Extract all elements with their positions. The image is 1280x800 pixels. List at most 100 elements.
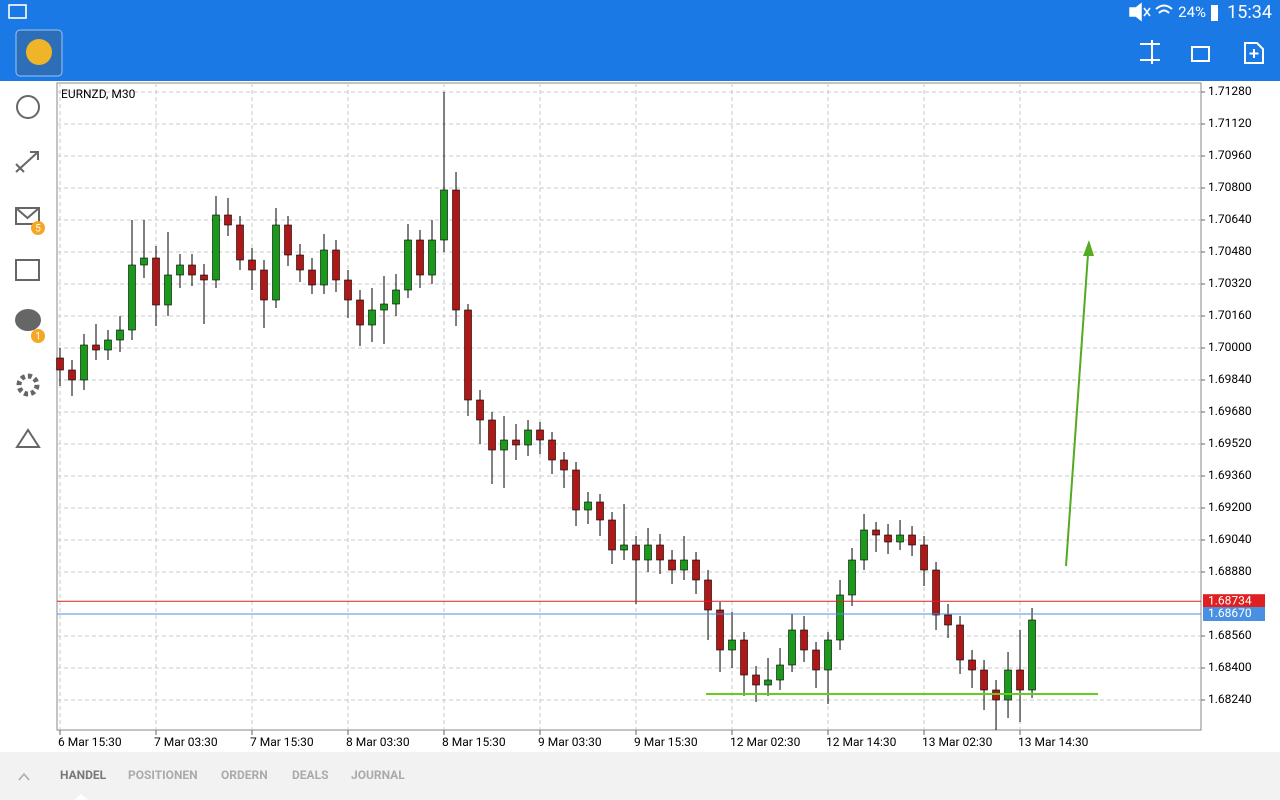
- tab[interactable]: ORDERN: [221, 768, 268, 782]
- expand-icon[interactable]: [18, 772, 30, 781]
- candle-body: [860, 529, 868, 561]
- candle-body: [224, 214, 232, 226]
- y-tick-label: 1.68880: [1208, 564, 1252, 578]
- price-tag-label: 1.68734: [1208, 593, 1252, 607]
- candle-body: [1004, 669, 1012, 701]
- candle-body: [836, 594, 844, 641]
- tab[interactable]: HANDEL: [60, 768, 107, 782]
- candle-body: [716, 609, 724, 651]
- candle-body: [380, 303, 388, 311]
- candle-body: [932, 569, 940, 616]
- mail-badge: [31, 221, 45, 235]
- x-tick-label: 9 Mar 03:30: [538, 735, 602, 749]
- x-tick-label: 9 Mar 15:30: [634, 735, 698, 749]
- candle-body: [1016, 669, 1024, 691]
- candle-body: [548, 439, 556, 461]
- battery-text: 24%: [1178, 3, 1206, 21]
- candle-body: [56, 357, 64, 371]
- candle-body: [176, 264, 184, 276]
- tab[interactable]: DEALS: [292, 768, 329, 782]
- gallery-icon: [8, 4, 27, 19]
- candle-body: [968, 659, 976, 671]
- tab-bar: [0, 752, 1280, 800]
- chat-badge: [31, 329, 45, 343]
- candle-body: [392, 289, 400, 305]
- candle-body: [752, 674, 760, 686]
- candle-body: [116, 329, 124, 341]
- candle-body: [368, 309, 376, 326]
- y-tick-label: 1.68560: [1208, 628, 1252, 642]
- candle-body: [740, 639, 748, 676]
- community-icon[interactable]: [15, 428, 41, 448]
- candle-body: [188, 264, 196, 276]
- mail-icon[interactable]: [15, 207, 40, 225]
- candle-body: [872, 529, 880, 536]
- arrow-shaft: [1065, 253, 1089, 567]
- candle-body: [476, 399, 484, 421]
- y-tick-label: 1.70000: [1208, 340, 1252, 354]
- y-tick-label: 1.70960: [1208, 148, 1252, 162]
- candle-body: [800, 629, 808, 651]
- x-tick-label: 6 Mar 15:30: [58, 735, 122, 749]
- candle-body: [956, 624, 964, 661]
- candle-body: [896, 534, 904, 543]
- settings-icon[interactable]: [16, 373, 40, 397]
- candle-body: [944, 614, 952, 626]
- candle-body: [500, 439, 508, 451]
- candle-body: [884, 534, 892, 543]
- candle-body: [488, 419, 496, 451]
- x-tick-label: 7 Mar 03:30: [154, 735, 218, 749]
- tab[interactable]: JOURNAL: [351, 768, 405, 782]
- chat-icon[interactable]: [15, 309, 42, 331]
- candle-body: [236, 224, 244, 261]
- candle-body: [596, 501, 604, 521]
- candle-body: [908, 534, 916, 546]
- candle-body: [68, 369, 76, 381]
- y-tick-label: 1.69840: [1208, 372, 1252, 386]
- candle-body: [320, 249, 328, 286]
- y-tick-label: 1.70320: [1208, 276, 1252, 290]
- candle-body: [296, 254, 304, 271]
- candle-body: [356, 299, 364, 326]
- candle-body: [824, 639, 832, 671]
- new-chart-icon[interactable]: [1244, 42, 1264, 64]
- candle-body: [248, 259, 256, 271]
- candle-body: [332, 249, 340, 281]
- tab[interactable]: POSITIONEN: [128, 768, 198, 782]
- candle-body: [524, 429, 532, 446]
- candle-body: [608, 519, 616, 551]
- candle-body: [428, 239, 436, 276]
- candle-body: [920, 544, 928, 571]
- mail-flap: [15, 207, 40, 220]
- trade-nav-icon[interactable]: [15, 151, 39, 173]
- candle-body: [200, 274, 208, 281]
- candle-body: [764, 679, 772, 686]
- x-tick-label: 13 Mar 14:30: [1018, 735, 1089, 749]
- tabs: HANDEL POSITIONEN ORDERN DEALS JOURNAL: [60, 768, 405, 782]
- candle-body: [668, 559, 676, 571]
- candle-body: [284, 224, 292, 256]
- y-tick-label: 1.69040: [1208, 532, 1252, 546]
- x-tick-label: 13 Mar 02:30: [922, 735, 993, 749]
- news-icon[interactable]: [15, 259, 40, 281]
- y-tick-label: 1.69520: [1208, 436, 1252, 450]
- wifi-icon: [1155, 4, 1173, 14]
- candle-body: [848, 559, 856, 596]
- y-tick-label: 1.71120: [1208, 116, 1252, 130]
- y-tick-label: 1.68240: [1208, 692, 1252, 706]
- candle-body: [560, 459, 568, 471]
- candle-body: [452, 189, 460, 311]
- candle-body: [164, 274, 172, 306]
- y-tick-label: 1.68400: [1208, 660, 1252, 674]
- candle-body: [812, 649, 820, 671]
- trade-icon[interactable]: [1140, 40, 1160, 64]
- candle-body: [464, 309, 472, 401]
- candle-body: [584, 501, 592, 511]
- candle-body: [308, 269, 316, 286]
- x-tick-label: 7 Mar 15:30: [250, 735, 314, 749]
- chart: 1.71280 1.71120 1.70960 1.70800 1.70640 1.704…: [56, 83, 1265, 749]
- windows-icon[interactable]: [1191, 46, 1210, 62]
- account-icon[interactable]: [16, 95, 40, 119]
- price-tag: [1203, 607, 1265, 621]
- candle-body: [416, 239, 424, 276]
